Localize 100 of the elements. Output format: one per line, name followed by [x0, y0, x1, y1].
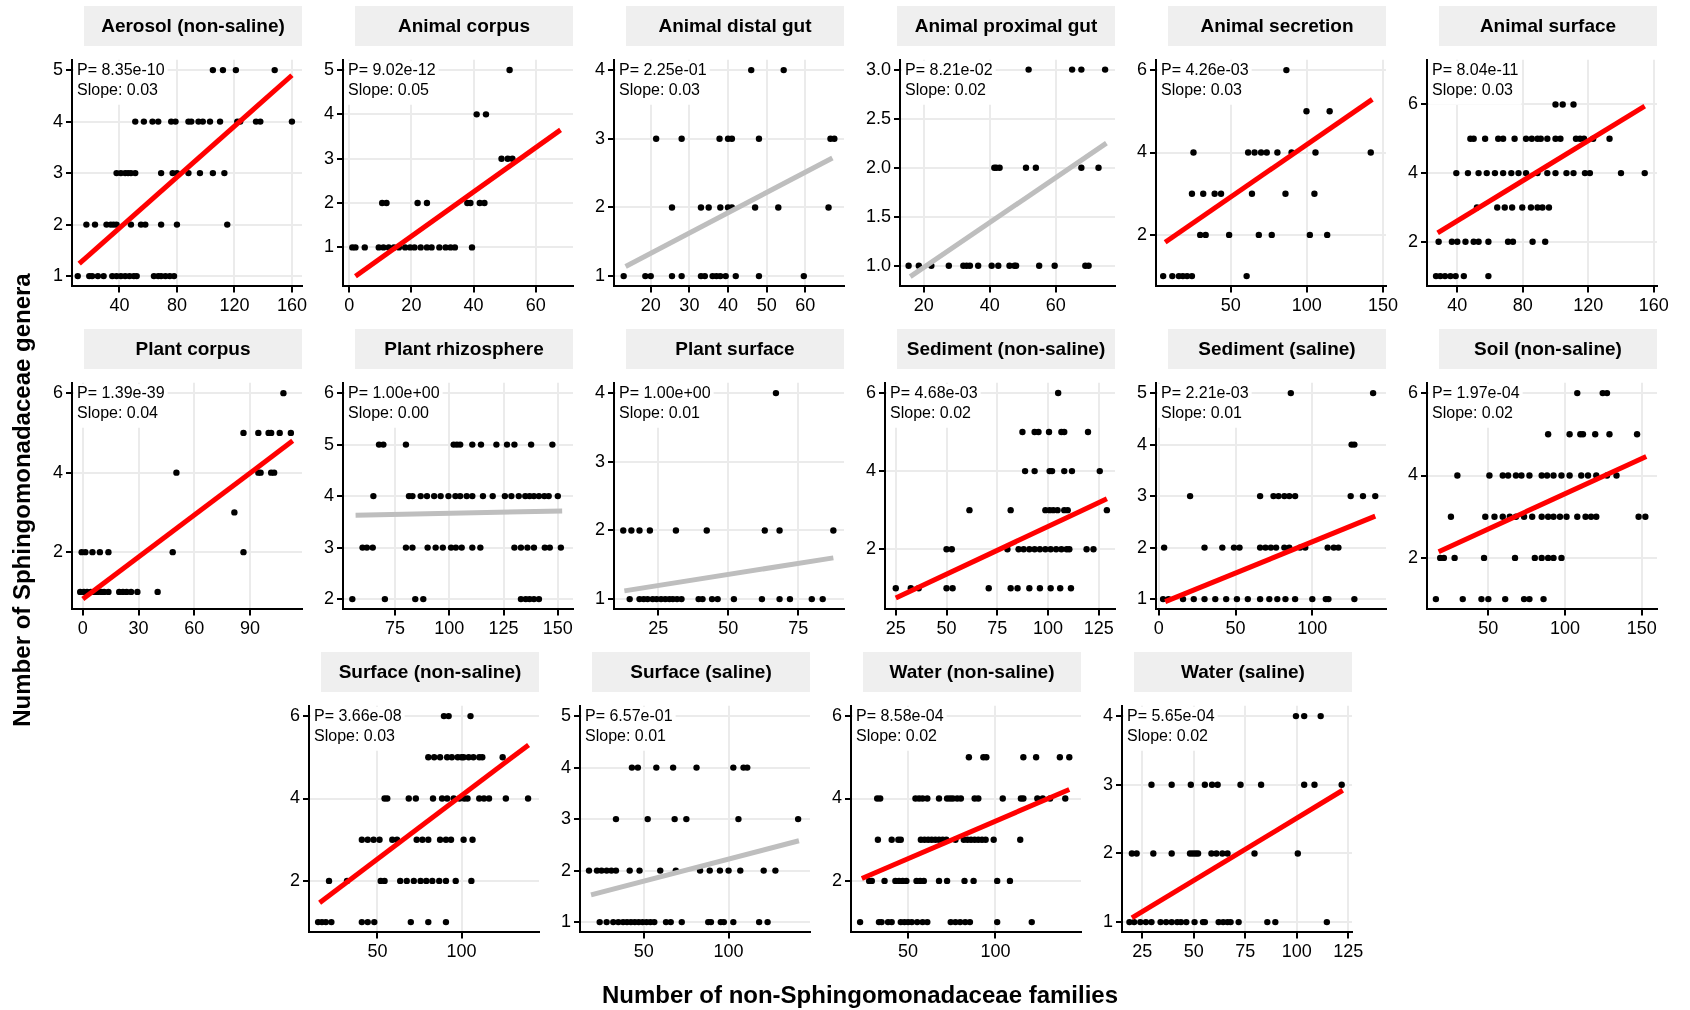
x-tick-label: 20 [913, 295, 934, 316]
y-tick-label: 4 [324, 485, 335, 506]
y-tick-label: 2.5 [865, 107, 892, 128]
x-tick-label: 120 [219, 295, 250, 316]
y-tick-label: 3.0 [865, 58, 892, 79]
x-tick-label: 50 [1183, 941, 1204, 962]
y-tick-label: 2 [1137, 536, 1148, 557]
y-tick-label: 3 [1103, 773, 1114, 794]
x-tick-label: 125 [1333, 941, 1364, 962]
y-tick-label: 4 [1408, 464, 1419, 485]
x-tick-label: 0 [1153, 618, 1164, 639]
x-tick-label: 100 [1291, 295, 1322, 316]
chart-title: Animal corpus [355, 6, 573, 46]
annotation: P= 4.26e-03 [1161, 61, 1249, 79]
x-tick-label: 50 [756, 295, 777, 316]
annotation: P= 8.04e-11 [1432, 61, 1519, 79]
x-tick-label: 150 [1626, 618, 1657, 639]
annotation: Slope: 0.04 [77, 404, 159, 422]
annotation: P= 2.21e-03 [1161, 384, 1249, 402]
chart-title: Sediment (non-saline) [897, 329, 1115, 369]
x-tick-label: 40 [718, 295, 739, 316]
annotation: P= 6.57e-01 [585, 707, 673, 725]
y-tick-label: 1 [595, 588, 606, 609]
y-tick-label: 6 [1137, 59, 1148, 80]
annotation: Slope: 0.02 [856, 727, 938, 745]
y-tick-label: 2 [290, 869, 301, 890]
y-tick-label: 2 [595, 196, 606, 217]
y-tick-label: 4 [1137, 433, 1148, 454]
annotation: Slope: 0.03 [314, 727, 396, 745]
annotation: Slope: 0.03 [1161, 81, 1243, 99]
chart-title: Animal surface [1439, 6, 1657, 46]
y-tick-label: 2 [1137, 223, 1148, 244]
y-tick-label: 5 [1137, 382, 1148, 403]
chart-title: Plant surface [626, 329, 844, 369]
y-tick-label: 1 [561, 911, 572, 932]
y-axis-title: Number of Sphingomonadaceae genera [8, 273, 36, 727]
x-tick-label: 75 [1235, 941, 1256, 962]
x-tick-label: 50 [1225, 618, 1246, 639]
x-tick-label: 125 [1083, 618, 1114, 639]
x-tick-label: 25 [1132, 941, 1153, 962]
y-tick-label: 6 [1408, 93, 1419, 114]
x-tick-label: 25 [885, 618, 906, 639]
x-tick-label: 50 [1220, 295, 1241, 316]
y-tick-label: 6 [866, 381, 877, 402]
x-tick-label: 50 [1478, 618, 1499, 639]
y-tick-label: 6 [832, 705, 843, 726]
chart-title: Aerosol (non-saline) [84, 6, 302, 46]
annotation: Slope: 0.01 [585, 727, 667, 745]
y-tick-label: 6 [1408, 382, 1419, 403]
y-tick-label: 4 [595, 59, 606, 80]
x-tick-label: 80 [166, 295, 187, 316]
y-tick-label: 6 [290, 705, 301, 726]
y-tick-label: 3 [595, 450, 606, 471]
y-tick-label: 4 [1408, 162, 1419, 183]
x-tick-label: 100 [980, 941, 1011, 962]
x-tick-label: 100 [1297, 618, 1328, 639]
x-tick-label: 60 [525, 295, 546, 316]
y-tick-label: 1 [595, 265, 606, 286]
x-tick-label: 40 [109, 295, 130, 316]
x-tick-label: 50 [718, 618, 739, 639]
x-tick-label: 150 [1367, 295, 1398, 316]
y-tick-label: 1 [1137, 588, 1148, 609]
annotation: Slope: 0.02 [890, 404, 972, 422]
y-tick-label: 3 [324, 147, 335, 168]
annotation: Slope: 0.05 [348, 81, 430, 99]
x-tick-label: 150 [542, 618, 573, 639]
x-tick-label: 160 [1638, 295, 1669, 316]
y-tick-label: 2 [1408, 230, 1419, 251]
chart-title: Animal secretion [1168, 6, 1386, 46]
y-tick-label: 4 [561, 756, 572, 777]
x-tick-label: 60 [795, 295, 816, 316]
x-tick-label: 30 [128, 618, 149, 639]
annotation: Slope: 0.02 [1127, 727, 1209, 745]
y-tick-label: 4 [595, 382, 606, 403]
x-tick-label: 100 [1549, 618, 1581, 639]
chart-title: Sediment (saline) [1168, 329, 1386, 369]
x-tick-label: 160 [276, 295, 307, 316]
annotation: P= 8.58e-04 [856, 707, 944, 725]
annotation: Slope: 0.02 [1432, 404, 1514, 422]
x-tick-label: 100 [446, 941, 477, 962]
x-tick-label: 100 [1032, 618, 1064, 639]
y-tick-label: 5 [324, 58, 335, 79]
annotation: Slope: 0.03 [77, 81, 159, 99]
x-tick-label: 100 [713, 941, 744, 962]
y-tick-label: 2 [53, 541, 64, 562]
x-tick-label: 0 [344, 295, 355, 316]
y-tick-label: 4 [1137, 141, 1148, 162]
y-tick-label: 1 [1103, 911, 1114, 932]
x-tick-label: 60 [1045, 295, 1066, 316]
y-tick-label: 1.0 [865, 254, 892, 275]
y-tick-label: 2 [561, 859, 572, 880]
annotation: Slope: 0.01 [619, 404, 701, 422]
chart-title: Animal proximal gut [897, 6, 1115, 46]
y-tick-label: 1.5 [865, 205, 892, 226]
x-tick-label: 50 [898, 941, 919, 962]
annotation: Slope: 0.03 [619, 81, 701, 99]
y-tick-label: 6 [53, 382, 64, 403]
y-tick-label: 4 [53, 461, 64, 482]
y-tick-label: 4 [290, 787, 301, 808]
annotation: P= 9.02e-12 [348, 61, 436, 79]
